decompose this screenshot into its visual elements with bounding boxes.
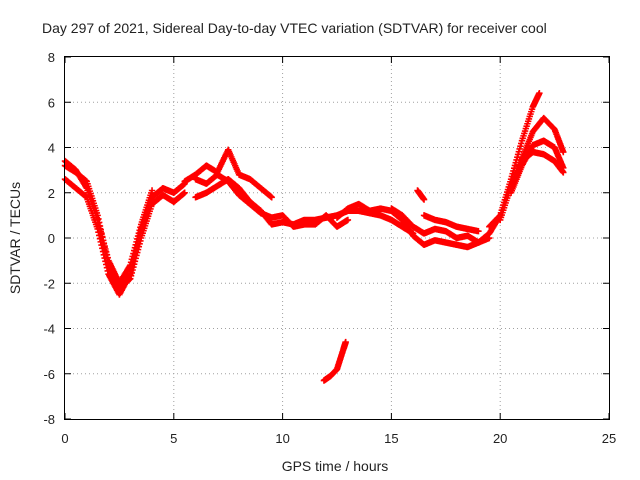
- y-axis-label: SDTVAR / TECUs: [7, 182, 23, 294]
- series-arc-d: [181, 146, 275, 201]
- series-arc-o: [518, 148, 567, 176]
- x-tick-label: 20: [493, 431, 507, 446]
- plot-frame: [64, 56, 610, 420]
- x-axis-ticks: 0 5 10 15 20 25: [61, 57, 616, 446]
- series-markers: [497, 114, 567, 224]
- series-arc-c: [61, 157, 156, 287]
- y-tick-label: 0: [48, 231, 55, 246]
- x-tick-label: 25: [602, 431, 616, 446]
- y-tick-label: 4: [48, 141, 55, 156]
- series-markers: [181, 146, 275, 201]
- series-markers: [414, 187, 428, 203]
- chart-title: Day 297 of 2021, Sidereal Day-to-day VTE…: [42, 20, 547, 36]
- y-tick-label: -2: [43, 276, 55, 291]
- x-tick-label: 0: [61, 431, 68, 446]
- y-tick-label: -8: [43, 412, 55, 427]
- series-markers: [320, 338, 349, 384]
- y-tick-label: -6: [43, 367, 55, 382]
- x-tick-label: 10: [275, 431, 289, 446]
- y-tick-label: 2: [48, 186, 55, 201]
- x-tick-label: 5: [170, 431, 177, 446]
- series-markers: [388, 205, 493, 246]
- series-markers: [486, 90, 543, 230]
- x-axis-label: GPS time / hours: [282, 458, 389, 474]
- series-arc-h: [388, 205, 493, 246]
- series-arc-i: [414, 187, 428, 203]
- y-axis-ticks: -8 -6 -4 -2 0 2 4 6 8: [43, 50, 609, 427]
- series-arc-m: [497, 114, 567, 224]
- series-arc-l: [486, 90, 543, 230]
- y-tick-label: 8: [48, 50, 55, 65]
- series-markers: [420, 212, 482, 235]
- series-markers: [61, 157, 156, 287]
- series-arc-k: [320, 338, 349, 384]
- y-tick-label: -4: [43, 322, 55, 337]
- data-points: [61, 90, 567, 384]
- y-tick-label: 6: [48, 95, 55, 110]
- x-tick-label: 15: [384, 431, 398, 446]
- grid-lines: [65, 57, 609, 419]
- series-arc-f: [192, 171, 352, 230]
- series-arc-j: [420, 212, 482, 235]
- series-markers: [518, 148, 567, 176]
- series-markers: [192, 171, 352, 230]
